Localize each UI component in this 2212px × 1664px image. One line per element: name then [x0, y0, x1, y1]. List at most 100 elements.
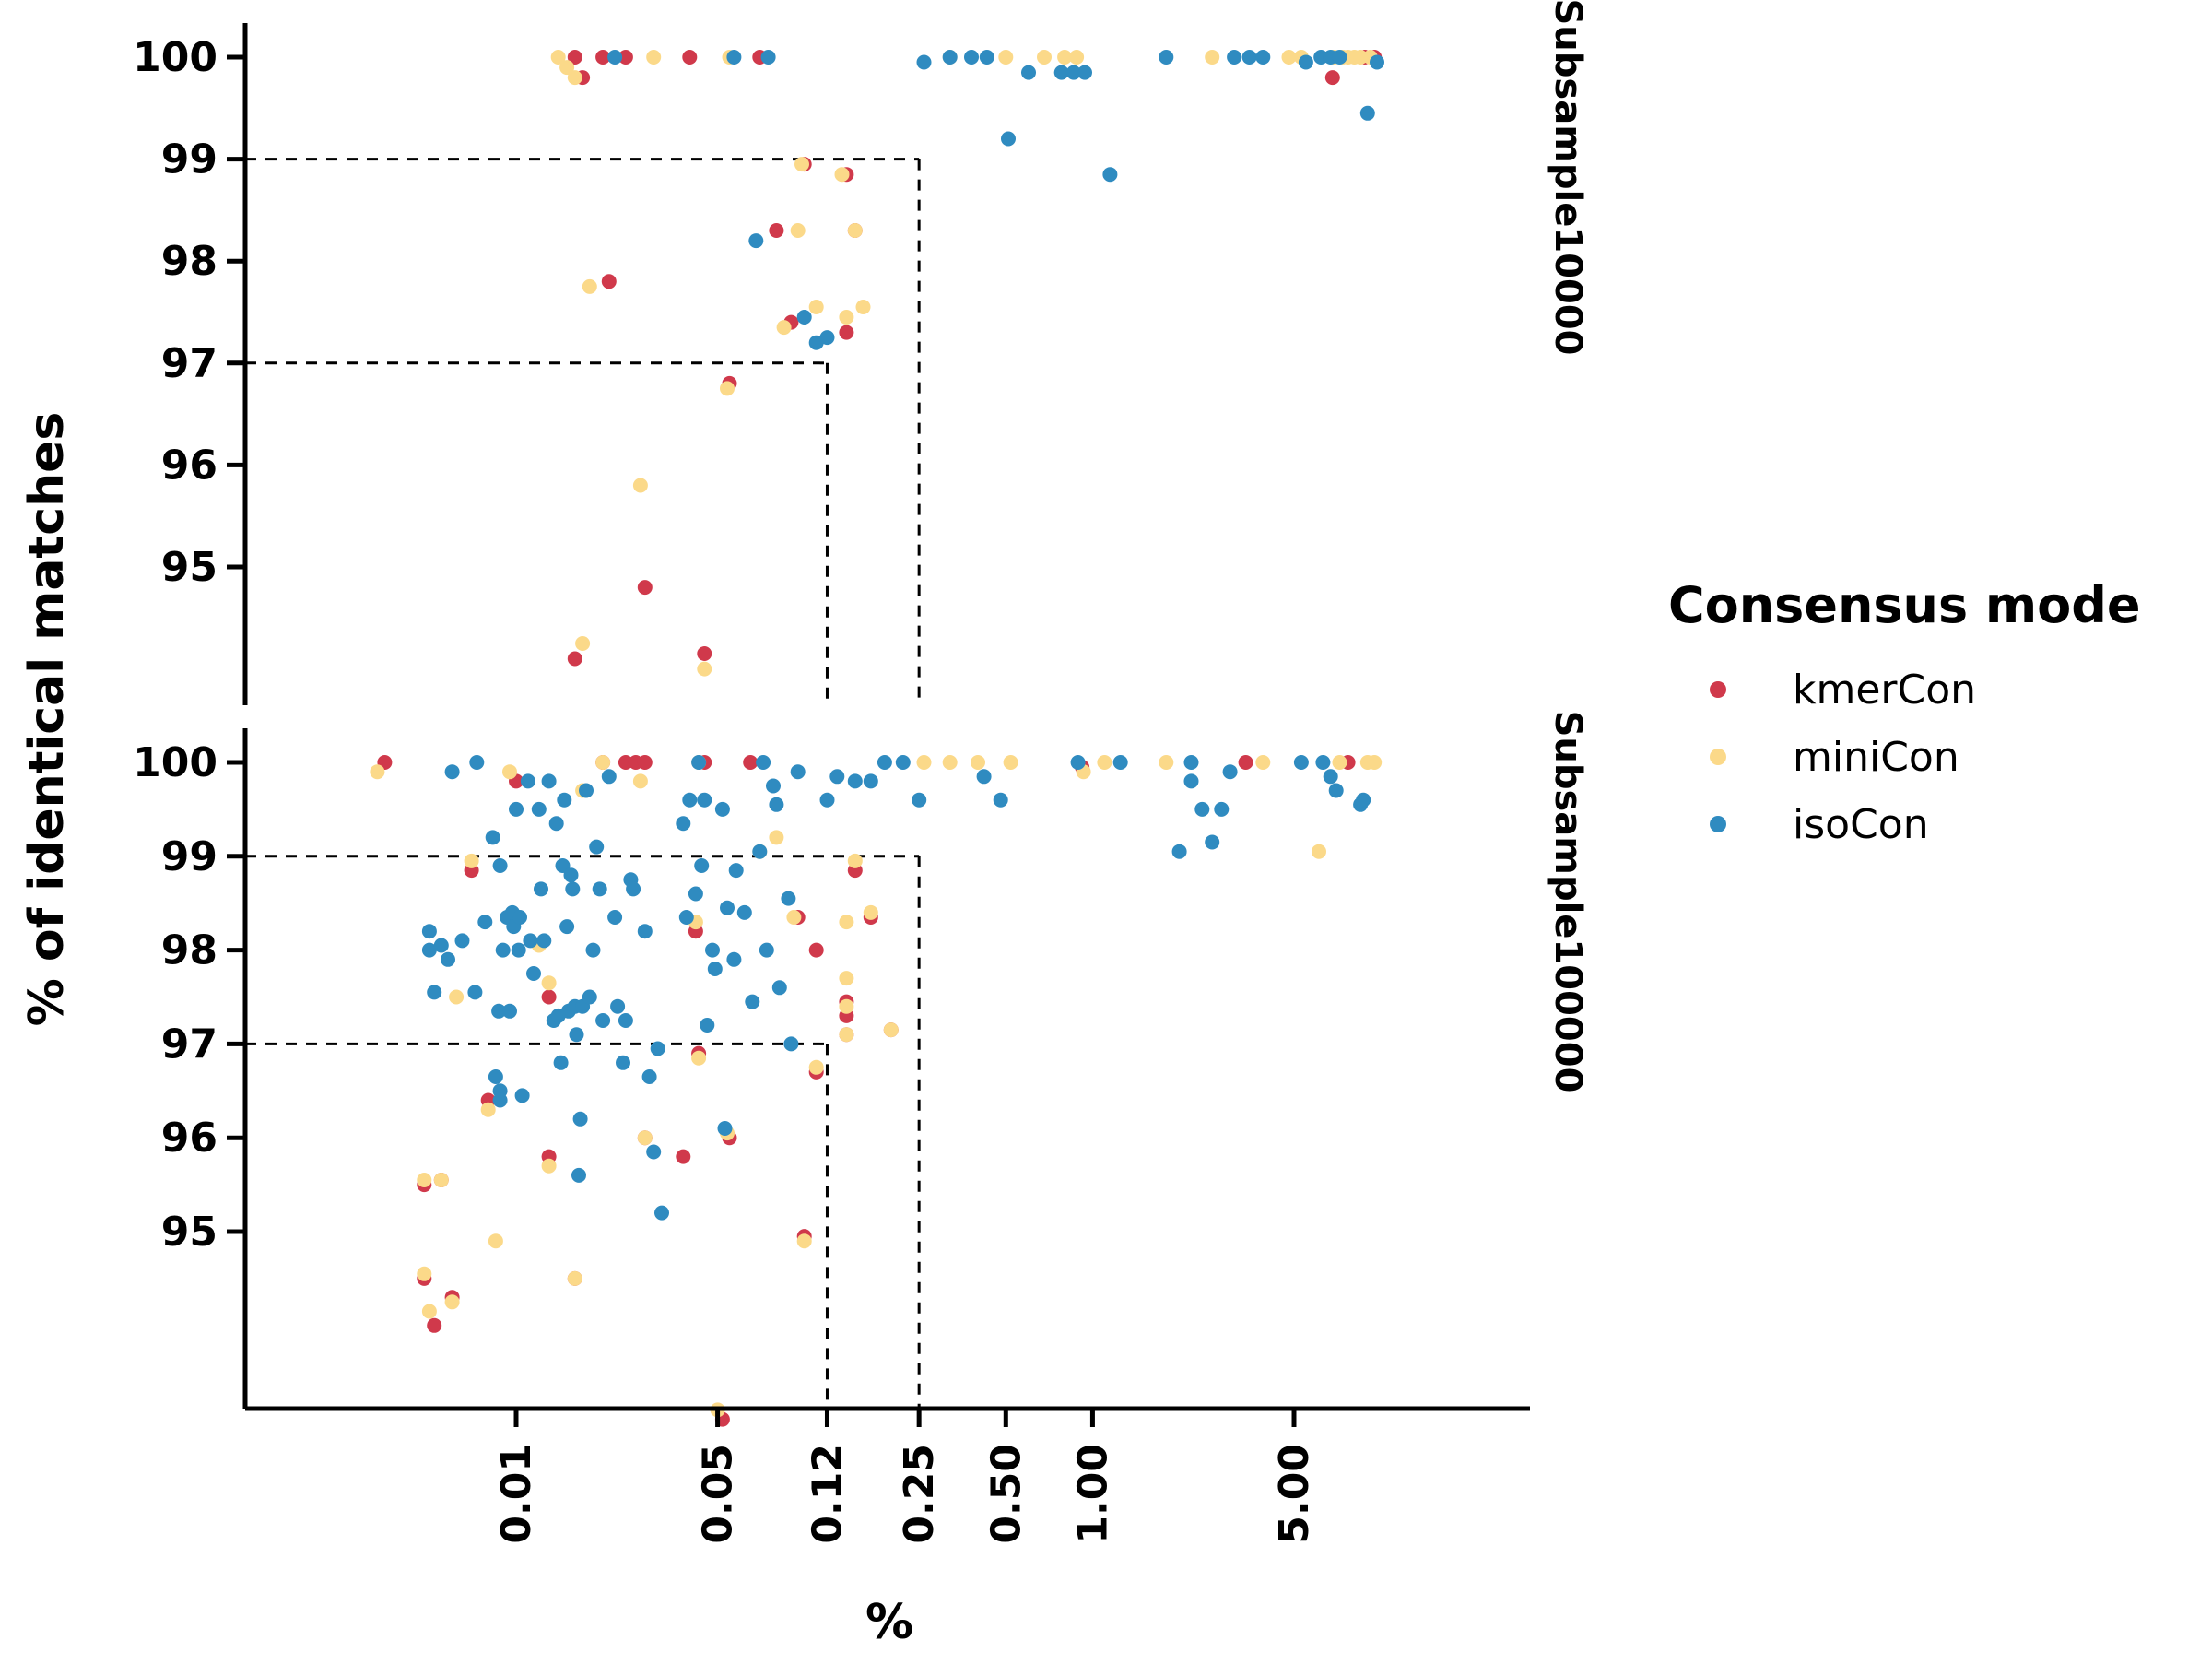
legend-label: miniCon — [1793, 734, 1959, 781]
data-point — [1255, 50, 1271, 65]
x-tick-label: 0.12 — [805, 1444, 852, 1544]
data-point — [632, 478, 648, 493]
data-point — [1312, 844, 1326, 859]
data-point — [863, 773, 878, 789]
data-point — [790, 223, 806, 238]
x-tick-label: 0.05 — [695, 1444, 742, 1544]
data-point — [839, 915, 854, 930]
data-point — [1323, 769, 1338, 785]
data-point — [796, 310, 812, 325]
y-tick-label: 98 — [161, 238, 218, 285]
data-point — [678, 910, 694, 925]
data-point — [766, 778, 781, 794]
data-point — [569, 1027, 584, 1043]
data-point — [720, 900, 735, 915]
data-point — [720, 381, 735, 396]
data-point — [417, 1173, 432, 1187]
data-point — [1112, 755, 1128, 770]
data-point — [1159, 755, 1174, 770]
data-point — [769, 830, 784, 845]
x-tick-label: 0.50 — [982, 1444, 1030, 1544]
data-point — [769, 797, 784, 812]
data-point — [536, 933, 552, 949]
data-point — [714, 801, 730, 817]
y-tick-label: 95 — [161, 544, 218, 591]
data-point — [607, 910, 623, 925]
data-point — [618, 50, 633, 65]
data-point — [1238, 755, 1253, 770]
data-point — [531, 801, 547, 817]
data-point — [794, 157, 809, 172]
data-point — [509, 801, 524, 817]
data-point — [916, 755, 932, 770]
data-point — [1241, 50, 1257, 65]
data-point — [883, 1022, 899, 1038]
data-point — [595, 755, 611, 770]
data-point — [1205, 834, 1220, 850]
data-point — [553, 1055, 569, 1070]
data-point — [736, 904, 752, 920]
legend-swatch — [1710, 681, 1726, 698]
data-point — [370, 764, 385, 780]
series-kmercon — [567, 50, 1382, 667]
data-point — [752, 844, 768, 859]
data-point — [548, 816, 564, 832]
legend-title: Consensus mode — [1668, 576, 2141, 634]
data-point — [1057, 50, 1073, 65]
data-point — [637, 580, 653, 596]
data-point — [726, 951, 742, 967]
panel-subsample100000: 95 96 97 98 99 100 Subsample100000 — [133, 711, 1589, 1427]
panel-subsample10000: 95 96 97 98 99 100 Subsample10000 — [133, 0, 1589, 705]
data-point — [1324, 70, 1340, 86]
data-point — [589, 839, 605, 855]
data-point — [1359, 105, 1375, 121]
data-point — [514, 1088, 530, 1103]
data-point — [563, 867, 579, 883]
data-point — [592, 881, 607, 897]
data-point — [682, 792, 698, 808]
data-point — [421, 1304, 437, 1319]
data-point — [694, 858, 710, 873]
data-point — [1315, 755, 1331, 770]
data-point — [796, 1233, 812, 1249]
data-point — [834, 167, 850, 183]
data-point — [830, 769, 845, 785]
data-point — [688, 886, 703, 902]
data-point — [595, 1013, 611, 1028]
data-point — [839, 998, 854, 1014]
data-point — [495, 942, 511, 958]
data-point — [1255, 755, 1271, 770]
data-point — [444, 764, 460, 780]
data-point — [502, 764, 517, 780]
data-point — [1070, 755, 1086, 770]
data-point — [427, 985, 442, 1000]
data-point — [1183, 755, 1199, 770]
legend: Consensus mode kmerCon miniCon isoCon — [1668, 576, 2141, 848]
data-point — [1001, 131, 1016, 147]
data-point — [942, 755, 958, 770]
data-point — [691, 755, 707, 770]
data-point — [976, 769, 992, 785]
data-point — [855, 300, 871, 314]
data-point — [705, 942, 720, 958]
data-point — [1159, 50, 1174, 65]
data-point — [646, 1144, 662, 1160]
data-point — [520, 773, 535, 789]
data-point — [601, 274, 617, 289]
data-point — [1037, 50, 1052, 65]
data-point — [1367, 755, 1382, 770]
data-point — [582, 989, 597, 1005]
y-tick-label: 95 — [161, 1209, 218, 1256]
data-point — [488, 1233, 503, 1249]
data-point — [942, 50, 958, 65]
data-point — [971, 755, 985, 770]
data-point — [1281, 50, 1297, 65]
data-point — [632, 773, 648, 789]
data-point — [444, 1294, 460, 1310]
data-point — [697, 661, 712, 677]
data-point — [464, 853, 479, 868]
data-point — [523, 933, 538, 949]
data-point — [512, 910, 527, 925]
data-point — [771, 980, 787, 996]
